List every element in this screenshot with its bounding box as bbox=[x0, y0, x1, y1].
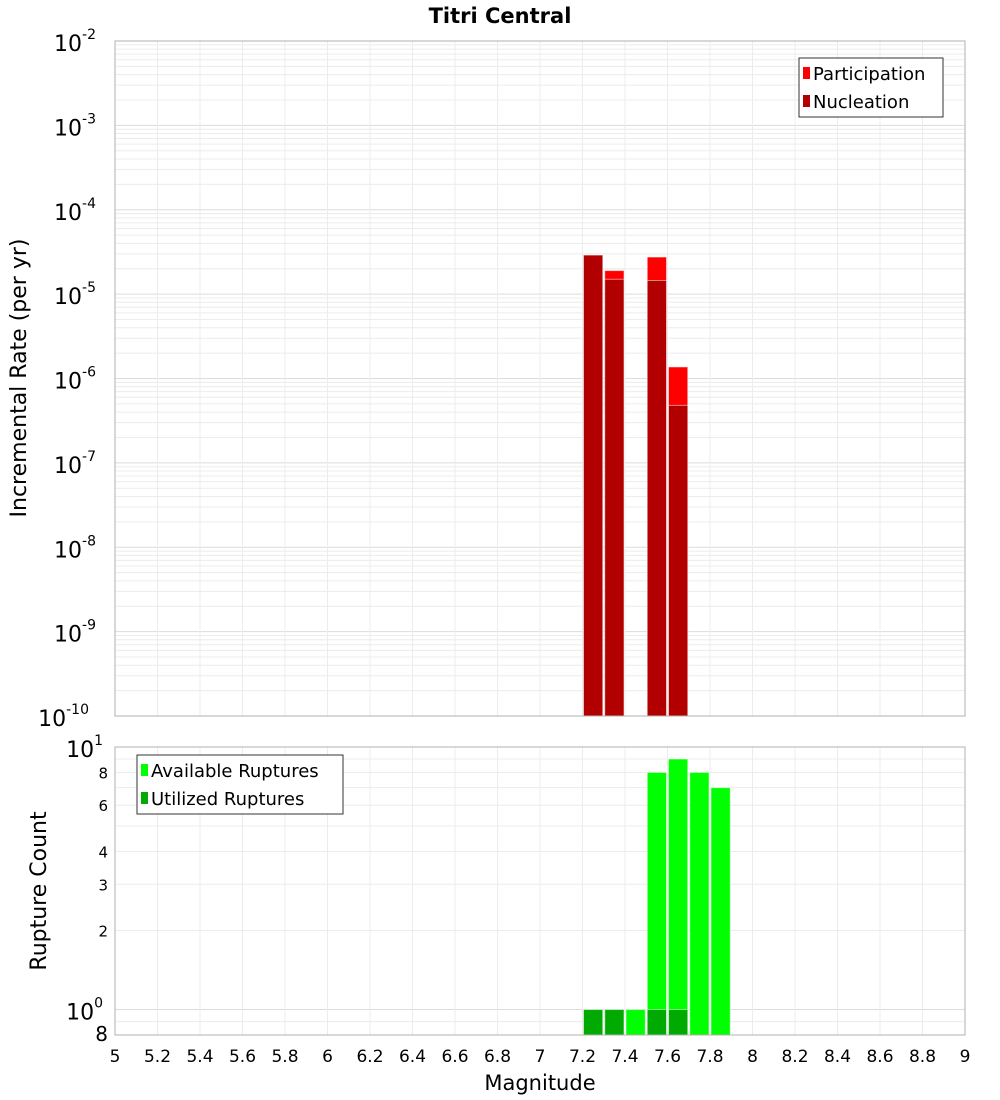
x-tick-label: 7.8 bbox=[696, 1047, 723, 1067]
bar-available-ruptures bbox=[710, 787, 731, 1036]
legend-0: Participation Nucleation bbox=[798, 57, 944, 118]
y-tick-label: 8 bbox=[95, 1022, 108, 1046]
y-tick-exponent: -6 bbox=[82, 365, 96, 381]
x-axis-label: Magnitude bbox=[484, 1071, 595, 1095]
y-axis-label-rate: Incremental Rate (per yr) bbox=[7, 239, 32, 518]
y-tick-base: 10 bbox=[54, 201, 82, 226]
y-tick-base: 8 bbox=[98, 764, 108, 782]
legend-box bbox=[798, 57, 944, 118]
legend-1: Available Ruptures Utilized Ruptures bbox=[136, 754, 344, 815]
plot-border bbox=[114, 746, 966, 1036]
x-tick-label: 8.8 bbox=[909, 1047, 936, 1067]
bar-available-ruptures bbox=[625, 1009, 646, 1036]
y-tick-label: 10-8 bbox=[54, 533, 96, 563]
y-tick-label: 10-10 bbox=[38, 702, 89, 732]
y-tick-base: 6 bbox=[98, 797, 108, 815]
y-tick-label: 10-2 bbox=[54, 27, 96, 57]
y-tick-base: 10 bbox=[66, 1001, 94, 1026]
x-tick-label: 5 bbox=[110, 1047, 121, 1067]
y-tick-exponent: -5 bbox=[82, 280, 96, 296]
y-tick-label: 10-6 bbox=[54, 365, 96, 395]
y-tick-exponent: 1 bbox=[94, 733, 103, 749]
bar-utilized-ruptures bbox=[668, 1009, 689, 1036]
y-tick-base: 10 bbox=[54, 454, 82, 479]
y-tick-base: 10 bbox=[38, 707, 66, 732]
y-tick-base: 10 bbox=[54, 538, 82, 563]
y-tick-exponent: -8 bbox=[82, 533, 96, 549]
legend-swatch bbox=[803, 67, 810, 79]
legend-label: Participation bbox=[813, 64, 925, 85]
y-axis-label-count: Rupture Count bbox=[27, 811, 52, 971]
y-tick-label: 10-4 bbox=[54, 196, 96, 226]
bar-nucleation bbox=[583, 254, 604, 717]
y-tick-exponent: -9 bbox=[82, 618, 96, 634]
y-tick-base: 10 bbox=[54, 116, 82, 141]
y-tick-label: 10-7 bbox=[54, 449, 96, 479]
chart-title: Titri Central bbox=[429, 4, 572, 28]
bar-available-ruptures bbox=[668, 758, 689, 1036]
y-tick-exponent: -3 bbox=[82, 111, 96, 127]
x-tick-label: 8.6 bbox=[866, 1047, 893, 1067]
y-tick-exponent: -2 bbox=[82, 27, 96, 43]
legend-label: Utilized Ruptures bbox=[151, 789, 304, 810]
y-tick-exponent: -10 bbox=[66, 702, 89, 718]
y-tick-label: 10-5 bbox=[54, 280, 96, 310]
bar-available-ruptures bbox=[646, 771, 667, 1036]
y-tick-base: 10 bbox=[54, 285, 82, 310]
y-tick-base: 10 bbox=[54, 623, 82, 648]
y-tick-label: 6 bbox=[98, 797, 108, 815]
bar-nucleation bbox=[604, 278, 625, 717]
x-tick-label: 7.6 bbox=[654, 1047, 681, 1067]
y-tick-base: 10 bbox=[54, 32, 82, 57]
plot-panel-0: 10-210-310-410-510-610-710-810-910-10 bbox=[38, 27, 966, 732]
y-tick-base: 3 bbox=[98, 876, 108, 894]
y-tick-base: 8 bbox=[95, 1022, 108, 1046]
y-tick-base: 4 bbox=[98, 843, 108, 861]
legend-swatch bbox=[141, 764, 148, 776]
x-tick-label: 9 bbox=[960, 1047, 971, 1067]
bar-available-ruptures bbox=[689, 771, 710, 1036]
y-tick-label: 100 bbox=[66, 996, 103, 1026]
y-tick-exponent: 0 bbox=[94, 996, 103, 1012]
legend-label: Available Ruptures bbox=[151, 761, 319, 782]
y-tick-exponent: -7 bbox=[82, 449, 96, 465]
y-tick-label: 101 bbox=[66, 733, 103, 763]
y-tick-label: 10-9 bbox=[54, 618, 96, 648]
legend-label: Nucleation bbox=[813, 92, 909, 113]
x-tick-label: 5.2 bbox=[144, 1047, 171, 1067]
x-tick-label: 6 bbox=[322, 1047, 333, 1067]
x-tick-label: 6.8 bbox=[484, 1047, 511, 1067]
y-tick-base: 10 bbox=[66, 738, 94, 763]
x-tick-label: 5.6 bbox=[229, 1047, 256, 1067]
y-tick-base: 10 bbox=[54, 370, 82, 395]
y-tick-label: 4 bbox=[98, 843, 108, 861]
x-tick-label: 5.4 bbox=[186, 1047, 213, 1067]
x-tick-label: 6.4 bbox=[399, 1047, 426, 1067]
x-tick-label: 6.2 bbox=[356, 1047, 383, 1067]
bar-nucleation bbox=[646, 280, 667, 717]
x-tick-label: 8.2 bbox=[781, 1047, 808, 1067]
x-tick-label: 7 bbox=[535, 1047, 546, 1067]
y-tick-label: 8 bbox=[98, 764, 108, 782]
bar-utilized-ruptures bbox=[604, 1009, 625, 1036]
y-tick-exponent: -4 bbox=[82, 196, 96, 212]
x-tick-label: 6.6 bbox=[441, 1047, 468, 1067]
legend-swatch bbox=[803, 95, 810, 107]
plot-border bbox=[114, 40, 966, 717]
x-tick-label: 8.4 bbox=[824, 1047, 851, 1067]
legend-box bbox=[136, 754, 344, 815]
legend-swatch bbox=[141, 792, 148, 804]
y-tick-label: 3 bbox=[98, 876, 108, 894]
x-tick-label: 7.2 bbox=[569, 1047, 596, 1067]
y-tick-base: 2 bbox=[98, 923, 108, 941]
x-tick-label: 7.4 bbox=[611, 1047, 638, 1067]
x-tick-label: 5.8 bbox=[271, 1047, 298, 1067]
bar-nucleation bbox=[668, 404, 689, 717]
y-tick-label: 2 bbox=[98, 923, 108, 941]
bar-utilized-ruptures bbox=[646, 1009, 667, 1036]
bar-utilized-ruptures bbox=[583, 1009, 604, 1036]
x-tick-label: 8 bbox=[747, 1047, 758, 1067]
y-tick-label: 10-3 bbox=[54, 111, 96, 141]
